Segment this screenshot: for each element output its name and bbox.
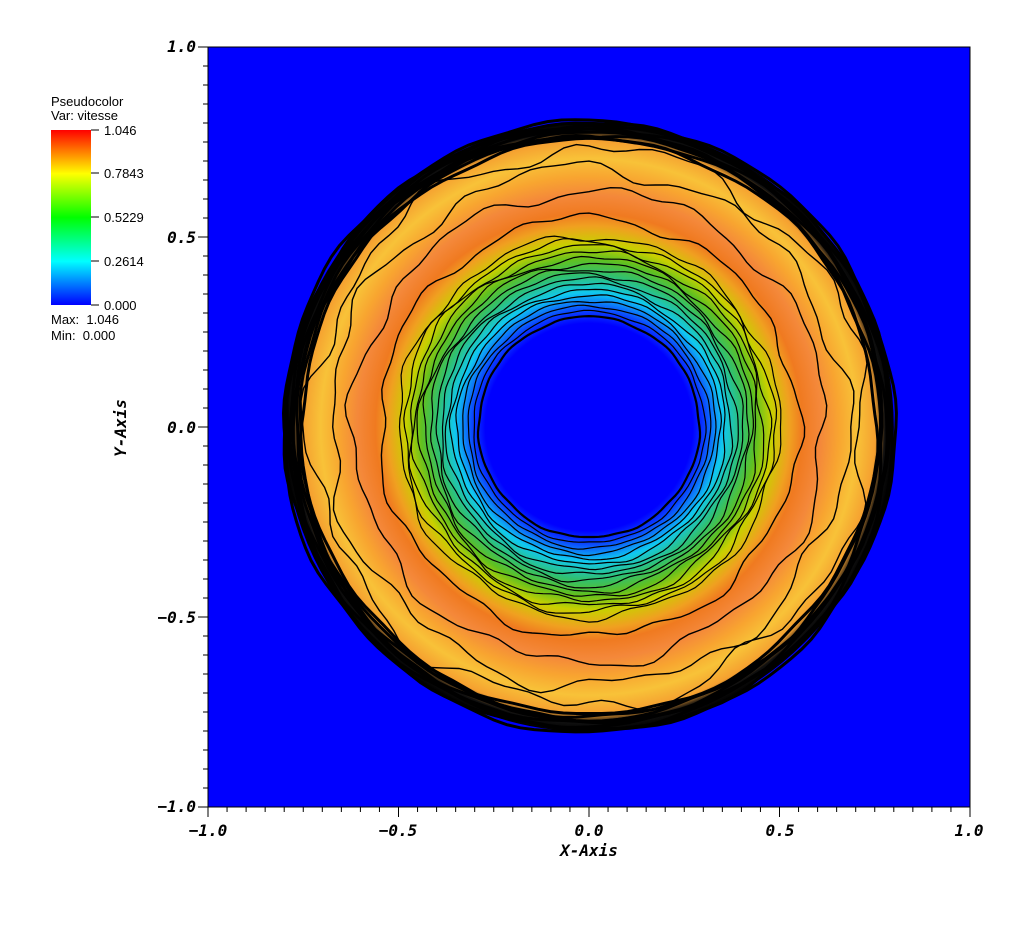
contour-line bbox=[281, 118, 898, 734]
legend-tick-label: 0.000 bbox=[104, 298, 137, 313]
x-tick-label: −0.5 bbox=[379, 821, 418, 840]
y-axis-tick-labels: 1.0 0.5 0.0 −0.5 −1.0 bbox=[157, 37, 196, 816]
plot-area bbox=[207, 46, 971, 808]
y-tick-label: −1.0 bbox=[157, 797, 196, 816]
contour-line bbox=[467, 304, 712, 550]
legend-tick-label: 0.7843 bbox=[104, 166, 144, 181]
contour-line bbox=[435, 272, 744, 583]
y-axis-ticks bbox=[198, 46, 208, 808]
legend-tick-label: 0.5229 bbox=[104, 210, 144, 225]
contour-line bbox=[416, 255, 757, 597]
x-axis-tick-labels: −1.0 −0.5 0.0 0.5 1.0 bbox=[189, 821, 984, 840]
x-axis-ticks bbox=[207, 807, 971, 817]
contour-line bbox=[429, 269, 750, 589]
contour-line bbox=[441, 276, 739, 575]
contour-line bbox=[398, 235, 782, 623]
contour-line bbox=[403, 238, 778, 614]
y-tick-label: 0.5 bbox=[167, 228, 196, 247]
contour-line bbox=[476, 314, 702, 539]
y-tick-label: 1.0 bbox=[167, 37, 196, 56]
contour-line bbox=[331, 160, 855, 694]
contour-line bbox=[448, 288, 726, 565]
contour-line bbox=[462, 300, 717, 557]
contour-line bbox=[473, 309, 707, 543]
legend-min: Min: 0.000 bbox=[51, 328, 115, 343]
x-tick-label: 0.5 bbox=[766, 821, 795, 840]
y-axis-title: Y-Axis bbox=[111, 399, 130, 457]
x-tick-label: 1.0 bbox=[955, 821, 984, 840]
contour-line bbox=[285, 123, 892, 731]
legend-colorbar bbox=[51, 130, 91, 305]
velocity-ring bbox=[284, 122, 894, 732]
legend-max: Max: 1.046 bbox=[51, 312, 119, 327]
x-tick-label: 0.0 bbox=[575, 821, 604, 840]
heatmap-field bbox=[284, 122, 894, 732]
y-tick-label: 0.0 bbox=[167, 418, 196, 437]
legend-variable: Var: vitesse bbox=[51, 108, 118, 123]
contour-line bbox=[444, 282, 734, 571]
contour-line bbox=[422, 262, 755, 594]
color-legend: Pseudocolor Var: vitesse 1.046 0.7843 0.… bbox=[51, 94, 144, 343]
contour-line bbox=[344, 186, 828, 667]
y-tick-label: −0.5 bbox=[157, 608, 196, 627]
x-tick-label: −1.0 bbox=[189, 821, 228, 840]
x-axis-title: X-Axis bbox=[558, 841, 618, 860]
legend-tick-label: 1.046 bbox=[104, 123, 137, 138]
contour-line bbox=[380, 212, 806, 637]
contour-line bbox=[408, 244, 773, 606]
legend-ticks bbox=[91, 129, 99, 306]
legend-plot-type: Pseudocolor bbox=[51, 94, 124, 109]
legend-tick-label: 0.2614 bbox=[104, 254, 144, 269]
contour-lines bbox=[281, 118, 898, 734]
contour-line bbox=[410, 250, 765, 603]
contour-line bbox=[300, 143, 868, 711]
contour-line bbox=[455, 294, 723, 561]
